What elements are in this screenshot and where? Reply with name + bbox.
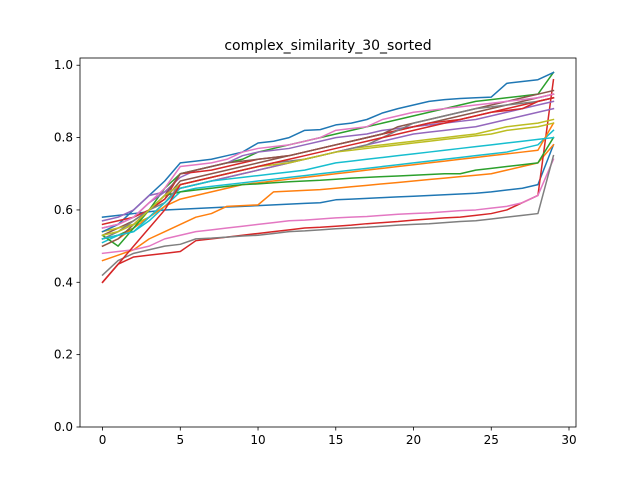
series-line-9	[101, 129, 555, 244]
series-line-18	[101, 122, 555, 237]
x-tick-label: 0	[99, 433, 107, 447]
y-tick-label: 1.0	[54, 58, 73, 72]
series-line-11	[101, 122, 555, 248]
series-layer	[101, 71, 555, 284]
x-tick-label: 20	[406, 433, 421, 447]
series-line-12	[101, 136, 555, 247]
x-tick-label: 5	[176, 433, 184, 447]
axes-frame	[79, 57, 577, 428]
series-line-6	[101, 158, 555, 255]
y-tick-label: 0.8	[54, 131, 73, 145]
y-tick-label: 0.4	[54, 275, 73, 289]
y-tick-label: 0.2	[54, 348, 73, 362]
x-tick-label: 25	[484, 433, 499, 447]
y-tick-label: 0.0	[54, 420, 73, 434]
series-line-20	[101, 96, 555, 284]
series-line-0	[101, 143, 555, 219]
axes-layer: 0 5 10 15 20 25 30 0.0 0.2 0.4 0.6 0.8 1.0	[54, 57, 577, 447]
y-tick-label: 0.6	[54, 203, 73, 217]
series-line-1	[101, 143, 555, 262]
x-tick-label: 10	[250, 433, 265, 447]
series-line-7	[101, 154, 555, 277]
series-line-19	[101, 136, 555, 240]
x-tick-label: 15	[328, 433, 343, 447]
series-line-16	[101, 93, 555, 229]
series-line-10	[101, 71, 555, 233]
series-line-4	[101, 100, 555, 229]
x-tick-label: 30	[561, 433, 576, 447]
series-line-3	[101, 78, 555, 284]
chart-title: complex_similarity_30_sorted	[224, 38, 431, 54]
